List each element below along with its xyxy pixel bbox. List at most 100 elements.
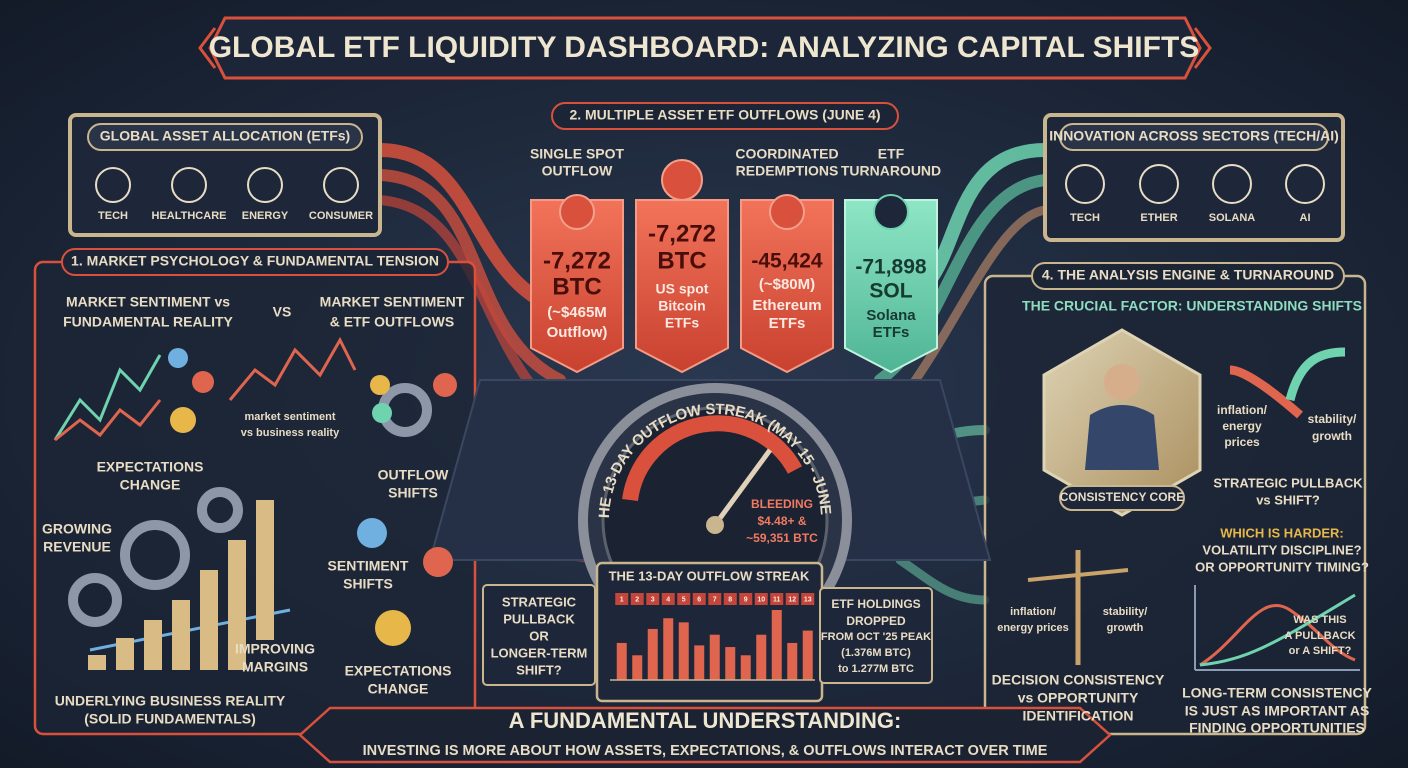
label: VOLATILITY DISCIPLINE? <box>1202 542 1361 557</box>
streak-bar <box>787 642 798 680</box>
allocation-title-pill <box>87 123 363 151</box>
label: stability/ <box>1308 412 1357 426</box>
mini-line-teal <box>1199 593 1356 667</box>
innovation-title: INNOVATION ACROSS SECTORS (TECH/AI) <box>1049 128 1339 144</box>
card-line: US spot <box>656 281 709 297</box>
streak-bar <box>802 630 813 680</box>
card-heading: COORDINATED <box>735 146 838 162</box>
streak-bar <box>740 655 751 680</box>
day-box <box>801 593 815 605</box>
label: IMPROVING <box>235 641 315 657</box>
label: REVENUE <box>43 539 111 555</box>
outflow-card <box>844 199 938 374</box>
main-title: GLOBAL ETF LIQUIDITY DASHBOARD: ANALYZIN… <box>209 31 1200 64</box>
footer-banner <box>298 706 1112 764</box>
label: IDENTIFICATION <box>1023 708 1134 724</box>
analyst-body <box>1085 405 1159 470</box>
day-label: 12 <box>788 596 796 603</box>
card-line: SOL <box>869 280 912 303</box>
streak-bar <box>709 634 720 680</box>
label: LONG-TERM CONSISTENCY <box>1182 685 1372 701</box>
reality-line <box>54 399 162 442</box>
outflow-card <box>740 199 834 374</box>
question-box <box>482 584 596 686</box>
label: CHANGE <box>368 681 429 697</box>
sector-label: ETHER <box>1140 212 1177 224</box>
sector-icon <box>323 167 359 203</box>
label: EXPECTATIONS <box>97 459 204 475</box>
heading: & ETF OUTFLOWS <box>330 314 454 330</box>
gauge-readout: ~59,351 BTC <box>746 531 818 545</box>
day-box <box>739 593 753 605</box>
label: WHICH IS HARDER: <box>1220 525 1344 540</box>
card-line: BTC <box>657 247 706 274</box>
arrow-teal <box>1285 347 1346 402</box>
holdings-line: ETF HOLDINGS <box>831 597 920 611</box>
label: SENTIMENT <box>328 558 409 574</box>
day-box <box>770 593 784 605</box>
streak-bar <box>647 628 658 680</box>
gauge-readout: BLEEDING <box>751 497 813 511</box>
day-label: 7 <box>713 596 717 603</box>
day-box <box>754 593 768 605</box>
sector-label: AI <box>1300 212 1311 224</box>
label: vs SHIFT? <box>1256 492 1320 507</box>
card-line: ETFs <box>873 324 910 341</box>
day-box <box>692 593 706 605</box>
outflow-line <box>228 336 357 401</box>
caption: market sentiment <box>244 411 335 423</box>
card-line: (~$80M) <box>759 276 815 293</box>
label: DECISION CONSISTENCY <box>992 672 1165 688</box>
holdings-line: FROM OCT '25 PEAK <box>821 631 931 643</box>
day-label: 2 <box>635 596 639 603</box>
day-box <box>723 593 737 605</box>
day-label: 1 <box>620 596 624 603</box>
outflows-title: 2. MULTIPLE ASSET ETF OUTFLOWS (JUNE 4) <box>569 107 880 123</box>
title-banner <box>208 16 1202 80</box>
card-heading: TURNAROUND <box>841 163 941 179</box>
sector-icon <box>1212 164 1252 204</box>
label: A PULLBACK <box>1284 630 1355 642</box>
label: or A SHIFT? <box>1289 645 1352 657</box>
label: CHANGE <box>120 477 181 493</box>
holdings-line: (1.376M BTC) <box>841 647 911 659</box>
arrow-red <box>1229 365 1303 419</box>
label: SHIFTS <box>343 576 393 592</box>
label: stability/ <box>1103 606 1148 618</box>
coin-icon <box>661 159 703 201</box>
versus: VS <box>273 304 292 320</box>
card-line: ETFs <box>665 315 699 331</box>
card-heading: OUTFLOW <box>542 163 614 179</box>
holdings-line: DROPPED <box>846 614 906 628</box>
psychology-title-pill <box>61 248 449 276</box>
label: energy prices <box>997 622 1069 634</box>
day-label: 8 <box>728 596 732 603</box>
day-box <box>708 593 722 605</box>
caption: vs business reality <box>241 427 340 439</box>
day-label: 11 <box>773 596 781 603</box>
mini-axes <box>1194 585 1360 671</box>
scale-beam <box>1027 568 1129 582</box>
core-label-pill <box>1059 485 1185 511</box>
engine-title-pill <box>1031 262 1345 290</box>
card-line: Solana <box>866 307 916 324</box>
engine-title: 4. THE ANALYSIS ENGINE & TURNAROUND <box>1042 267 1334 283</box>
gauge-hub <box>706 516 724 534</box>
question-line: SHIFT? <box>516 662 562 677</box>
gauge-needle <box>712 448 773 527</box>
footer-headline: A FUNDAMENTAL UNDERSTANDING: <box>509 708 902 733</box>
label: prices <box>1224 435 1260 449</box>
psychology-footer: (SOLID FUNDAMENTALS) <box>84 711 256 727</box>
footer-text: INVESTING IS MORE ABOUT HOW ASSETS, EXPE… <box>363 743 1048 759</box>
allocation-title: GLOBAL ASSET ALLOCATION (ETFs) <box>100 128 350 144</box>
heading: MARKET SENTIMENT vs <box>66 294 230 310</box>
sector-label: TECH <box>98 210 128 222</box>
day-label: 6 <box>697 596 701 603</box>
psychology-title: 1. MARKET PSYCHOLOGY & FUNDAMENTAL TENSI… <box>71 253 439 269</box>
day-box <box>630 593 644 605</box>
mini-line-red <box>1199 603 1356 667</box>
card-line: ETFs <box>769 315 806 332</box>
banner-chevrons <box>198 27 1212 69</box>
core-label: CONSISTENCY CORE <box>1060 490 1184 504</box>
